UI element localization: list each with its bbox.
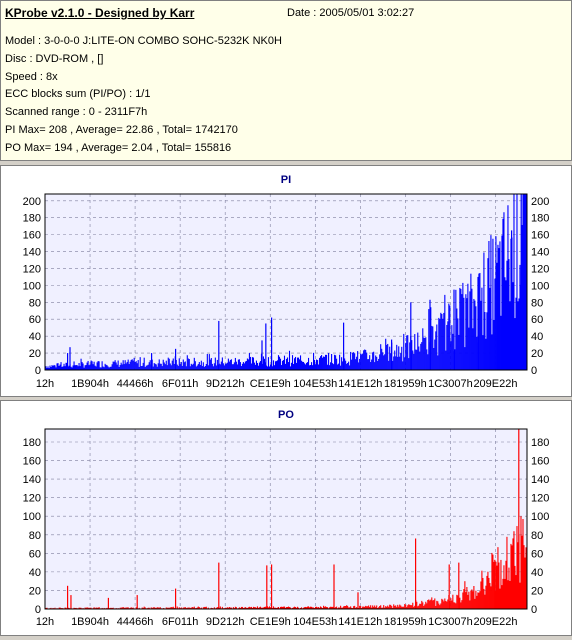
po-y-tick-label-left: 140 bbox=[23, 474, 41, 486]
po-y-tick-label-right: 40 bbox=[531, 567, 543, 579]
po-x-tick-label: 104E53h bbox=[293, 616, 337, 628]
pi-y-tick-label-left: 140 bbox=[23, 247, 41, 259]
pi-y-tick-label-right: 140 bbox=[531, 247, 549, 259]
po-y-tick-label-left: 0 bbox=[35, 604, 41, 616]
disc-line: Disc : DVD-ROM , [] bbox=[5, 53, 104, 65]
po-y-tick-label-right: 180 bbox=[531, 437, 549, 449]
pi-x-tick-label: 44466h bbox=[117, 378, 154, 390]
po-y-tick-label-left: 40 bbox=[29, 567, 41, 579]
pi-y-tick-label-right: 20 bbox=[531, 348, 543, 360]
po-x-tick-label: 12h bbox=[36, 616, 54, 628]
po-x-tick-label: 1B904h bbox=[71, 616, 109, 628]
po-chart-panel: PO 0 0 20 20 40 40 60 60 80 80 100 100 120 120 140 140 16… bbox=[0, 400, 572, 636]
info-panel: KProbe v2.1.0 - Designed by Karr Date : … bbox=[0, 0, 572, 161]
po-y-tick-label-left: 80 bbox=[29, 530, 41, 542]
po-x-tick-label: 141E12h bbox=[338, 616, 382, 628]
po-stats-line: PO Max= 194 , Average= 2.04 , Total= 155… bbox=[5, 142, 232, 154]
po-chart-title: PO bbox=[278, 409, 294, 421]
po-series bbox=[45, 429, 527, 609]
po-y-tick-label-right: 80 bbox=[531, 530, 543, 542]
pi-y-tick-label-left: 40 bbox=[29, 331, 41, 343]
po-x-tick-label: 1C3007h bbox=[428, 616, 473, 628]
pi-y-tick-label-right: 180 bbox=[531, 213, 549, 225]
pi-x-tick-label: 104E53h bbox=[293, 378, 337, 390]
po-x-tick-label: 44466h bbox=[117, 616, 154, 628]
po-y-tick-label-right: 120 bbox=[531, 493, 549, 505]
po-y-tick-label-right: 20 bbox=[531, 585, 543, 597]
pi-y-tick-label-left: 120 bbox=[23, 263, 41, 275]
pi-chart-panel: PI 0 0 20 20 40 40 60 60 80 80 100 100 120 120 140 140 16… bbox=[0, 165, 572, 397]
pi-y-tick-label-right: 60 bbox=[531, 314, 543, 326]
pi-y-tick-label-right: 0 bbox=[531, 365, 537, 377]
pi-chart-title: PI bbox=[281, 174, 291, 186]
pi-x-tick-label: 181959h bbox=[384, 378, 427, 390]
pi-stats-line: PI Max= 208 , Average= 22.86 , Total= 17… bbox=[5, 124, 238, 136]
model-line: Model : 3-0-0-0 J:LITE-ON COMBO SOHC-523… bbox=[5, 35, 282, 47]
pi-y-tick-label-right: 160 bbox=[531, 230, 549, 242]
po-y-tick-label-right: 160 bbox=[531, 456, 549, 468]
po-plot-border bbox=[44, 428, 528, 610]
po-x-tick-label: 181959h bbox=[384, 616, 427, 628]
pi-x-tick-label: 209E22h bbox=[473, 378, 517, 390]
pi-y-tick-label-left: 60 bbox=[29, 314, 41, 326]
pi-y-tick-label-left: 80 bbox=[29, 297, 41, 309]
pi-y-tick-label-left: 20 bbox=[29, 348, 41, 360]
po-y-tick-label-left: 180 bbox=[23, 437, 41, 449]
pi-y-tick-label-left: 180 bbox=[23, 213, 41, 225]
po-y-tick-label-left: 120 bbox=[23, 493, 41, 505]
ecc-line: ECC blocks sum (PI/PO) : 1/1 bbox=[5, 88, 151, 100]
range-line: Scanned range : 0 - 2311F7h bbox=[5, 106, 148, 118]
po-y-tick-label-left: 20 bbox=[29, 585, 41, 597]
pi-x-tick-label: 6F011h bbox=[162, 378, 199, 390]
pi-x-tick-label: CE1E9h bbox=[250, 378, 291, 390]
pi-x-tick-label: 1C3007h bbox=[428, 378, 473, 390]
pi-series bbox=[45, 194, 527, 370]
pi-y-tick-label-right: 40 bbox=[531, 331, 543, 343]
pi-y-tick-label-left: 200 bbox=[23, 196, 41, 208]
po-y-tick-label-right: 100 bbox=[531, 511, 549, 523]
pi-x-tick-label: 1B904h bbox=[71, 378, 109, 390]
pi-y-tick-label-right: 100 bbox=[531, 280, 549, 292]
pi-y-tick-label-right: 200 bbox=[531, 196, 549, 208]
pi-y-tick-label-right: 120 bbox=[531, 263, 549, 275]
po-x-tick-label: CE1E9h bbox=[250, 616, 291, 628]
po-plot-area bbox=[44, 428, 528, 610]
po-y-tick-label-left: 60 bbox=[29, 548, 41, 560]
po-y-tick-label-left: 160 bbox=[23, 456, 41, 468]
pi-x-tick-label: 9D212h bbox=[206, 378, 245, 390]
pi-x-tick-label: 141E12h bbox=[338, 378, 382, 390]
po-x-tick-label: 209E22h bbox=[473, 616, 517, 628]
po-y-tick-label-right: 60 bbox=[531, 548, 543, 560]
pi-y-tick-label-left: 100 bbox=[23, 280, 41, 292]
pi-y-tick-label-left: 160 bbox=[23, 230, 41, 242]
po-y-tick-label-left: 100 bbox=[23, 511, 41, 523]
po-x-tick-label: 9D212h bbox=[206, 616, 245, 628]
scan-date: Date : 2005/05/01 3:02:27 bbox=[287, 7, 415, 19]
pi-x-tick-label: 12h bbox=[36, 378, 54, 390]
pi-plot-border bbox=[44, 193, 528, 371]
po-x-tick-label: 6F011h bbox=[162, 616, 199, 628]
pi-chart: PI 0 0 20 20 40 40 60 60 80 80 100 100 120 120 140 140 16… bbox=[23, 174, 550, 390]
pi-y-tick-label-right: 80 bbox=[531, 297, 543, 309]
po-chart: PO 0 0 20 20 40 40 60 60 80 80 100 100 120 120 140 140 16… bbox=[23, 409, 550, 628]
po-y-tick-label-right: 0 bbox=[531, 604, 537, 616]
speed-line: Speed : 8x bbox=[5, 71, 58, 83]
po-y-tick-label-right: 140 bbox=[531, 474, 549, 486]
pi-y-tick-label-left: 0 bbox=[35, 365, 41, 377]
app-title: KProbe v2.1.0 - Designed by Karr bbox=[5, 6, 195, 20]
pi-plot-area bbox=[44, 193, 528, 371]
